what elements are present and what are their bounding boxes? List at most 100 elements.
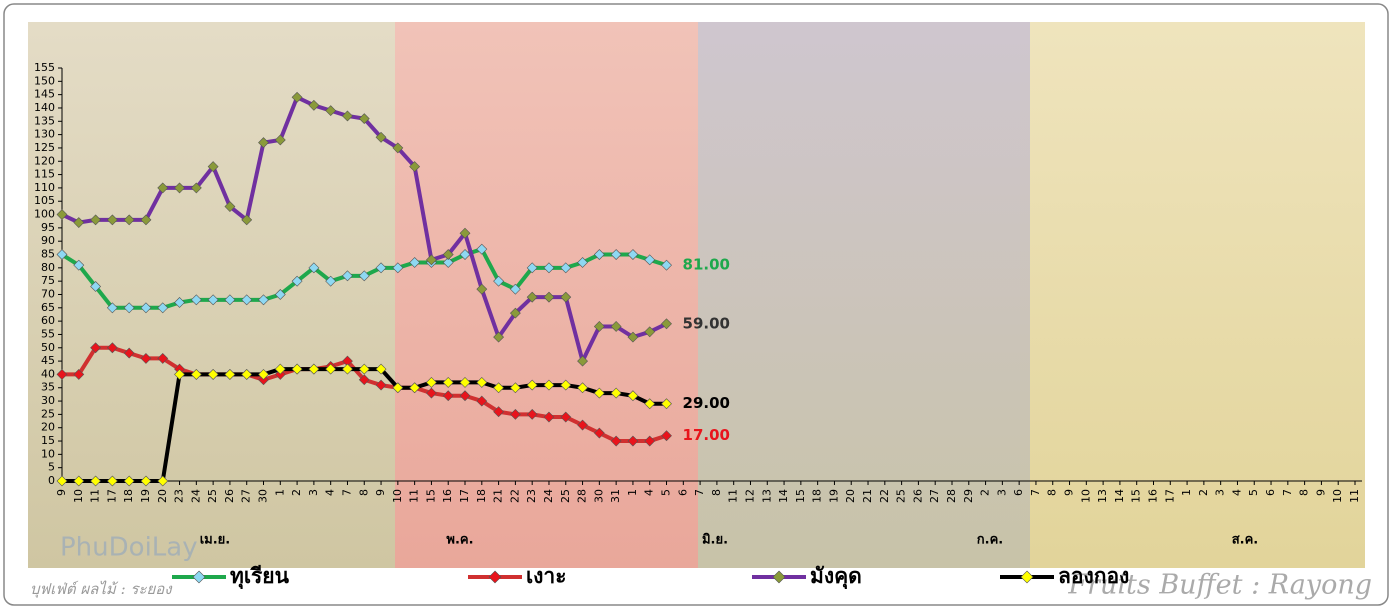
point <box>258 294 269 306</box>
point <box>577 257 588 268</box>
point <box>157 182 169 194</box>
y-tick-label: 120 <box>34 154 55 167</box>
x-tick-label: 29 <box>962 489 975 503</box>
point <box>224 201 236 212</box>
point <box>476 376 488 388</box>
x-tick-label: 1 <box>626 489 639 496</box>
point <box>610 387 622 399</box>
y-tick-label: 155 <box>34 61 55 74</box>
point <box>560 291 572 303</box>
point <box>56 475 68 487</box>
point <box>644 254 656 266</box>
point <box>90 475 102 487</box>
x-tick-label: 16 <box>1146 489 1159 503</box>
y-tick-label: 20 <box>41 421 55 434</box>
point <box>627 249 639 260</box>
point <box>241 294 253 306</box>
point <box>291 91 303 103</box>
x-tick-label: 7 <box>1281 489 1294 496</box>
x-tick-label: 13 <box>1096 489 1109 503</box>
background-panel <box>1030 22 1365 568</box>
point <box>56 209 68 220</box>
point <box>409 161 421 173</box>
x-tick-label: 20 <box>844 489 857 503</box>
point <box>325 275 337 287</box>
point <box>207 294 219 306</box>
x-tick-label: 10 <box>391 489 404 503</box>
x-tick-label: 17 <box>1163 489 1176 503</box>
point <box>392 142 404 154</box>
legend-marker <box>192 570 206 584</box>
x-tick-label: 22 <box>878 489 891 503</box>
x-tick-label: 20 <box>156 489 169 503</box>
y-tick-label: 145 <box>34 88 55 101</box>
point <box>543 291 555 303</box>
point <box>661 259 672 271</box>
x-tick-label: 30 <box>592 489 605 503</box>
month-label: ก.ค. <box>977 533 1003 548</box>
logo: PhuDoiLay <box>60 533 198 563</box>
point <box>661 398 672 410</box>
x-tick-label: 10 <box>1079 489 1092 503</box>
y-tick-label: 55 <box>41 327 55 340</box>
point <box>174 182 185 194</box>
y-tick-label: 0 <box>48 474 55 487</box>
point <box>308 99 320 111</box>
point <box>190 294 202 306</box>
point <box>224 294 236 306</box>
legend-marker <box>772 570 786 584</box>
point <box>358 374 370 386</box>
y-tick-label: 130 <box>34 128 55 141</box>
point <box>526 379 538 391</box>
x-tick-label: 5 <box>660 489 673 496</box>
x-tick-label: 17 <box>105 489 118 503</box>
x-tick-label: 9 <box>374 489 387 496</box>
y-tick-label: 110 <box>34 181 55 194</box>
point <box>560 262 572 274</box>
point <box>174 297 185 308</box>
x-tick-label: 26 <box>911 489 924 503</box>
point <box>56 368 68 380</box>
x-tick-label: 6 <box>1012 489 1025 496</box>
point <box>358 113 370 125</box>
point <box>459 376 471 388</box>
point <box>509 283 521 295</box>
y-tick-label: 90 <box>41 234 55 247</box>
y-tick-label: 135 <box>34 114 55 127</box>
month-label: ส.ค. <box>1232 533 1259 548</box>
x-tick-label: 1 <box>1180 489 1193 496</box>
value-label: 29.00 <box>683 394 730 412</box>
x-tick-label: 3 <box>307 489 320 496</box>
point <box>661 430 672 442</box>
x-tick-label: 22 <box>508 489 521 503</box>
x-tick-label: 9 <box>1063 489 1076 496</box>
point <box>610 321 622 332</box>
x-tick-label: 4 <box>643 489 656 496</box>
x-tick-label: 28 <box>945 489 958 503</box>
point <box>274 134 286 146</box>
point <box>375 379 387 391</box>
x-tick-label: 7 <box>1029 489 1042 496</box>
x-tick-label: 9 <box>1314 489 1327 496</box>
point <box>190 368 202 380</box>
point <box>342 270 353 282</box>
point <box>577 419 588 431</box>
y-tick-label: 25 <box>41 407 55 420</box>
point <box>375 131 387 143</box>
point <box>224 368 236 380</box>
x-tick-label: 18 <box>811 489 824 503</box>
x-tick-label: 2 <box>979 489 992 496</box>
point <box>56 249 68 260</box>
point <box>207 368 219 380</box>
x-tick-label: 31 <box>609 489 622 503</box>
x-tick-label: 8 <box>357 489 370 496</box>
point <box>190 182 202 194</box>
x-tick-label: 23 <box>173 489 186 503</box>
point <box>258 137 269 149</box>
point <box>140 214 152 226</box>
point <box>442 249 454 260</box>
point <box>157 302 169 314</box>
x-tick-label: 11 <box>89 489 102 503</box>
point <box>409 257 421 268</box>
y-tick-label: 100 <box>34 208 55 221</box>
